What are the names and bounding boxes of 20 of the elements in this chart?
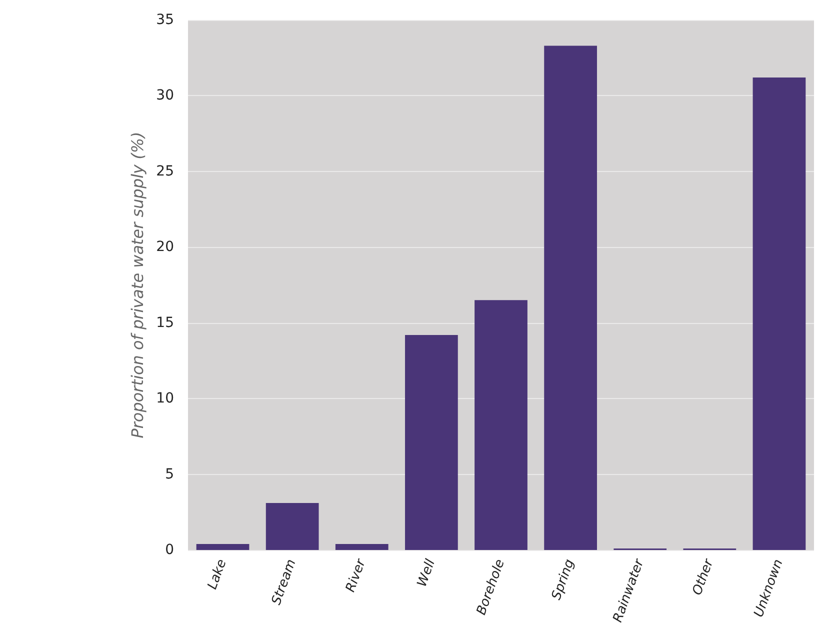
bar xyxy=(335,544,388,550)
y-tick-label: 10 xyxy=(156,390,174,407)
y-tick-label: 30 xyxy=(156,88,174,104)
x-tick-label: River xyxy=(343,556,370,594)
x-tick-label: Well xyxy=(414,557,439,589)
y-tick-label: 35 xyxy=(156,12,174,28)
bar xyxy=(266,503,319,550)
x-tick-label: Other xyxy=(690,556,718,598)
y-axis-title: Proportion of private water supply (%) xyxy=(128,132,147,438)
x-tick-label: Lake xyxy=(205,557,230,592)
y-tick-label: 15 xyxy=(156,314,174,331)
bar xyxy=(752,78,806,550)
bar xyxy=(474,300,528,550)
y-tick-label: 5 xyxy=(165,466,174,482)
y-tick-label: 20 xyxy=(156,239,174,256)
bar xyxy=(405,334,458,550)
y-tick-label: 25 xyxy=(156,163,174,180)
bar xyxy=(544,46,597,550)
bar xyxy=(196,544,250,550)
y-tick-label: 0 xyxy=(165,542,174,558)
